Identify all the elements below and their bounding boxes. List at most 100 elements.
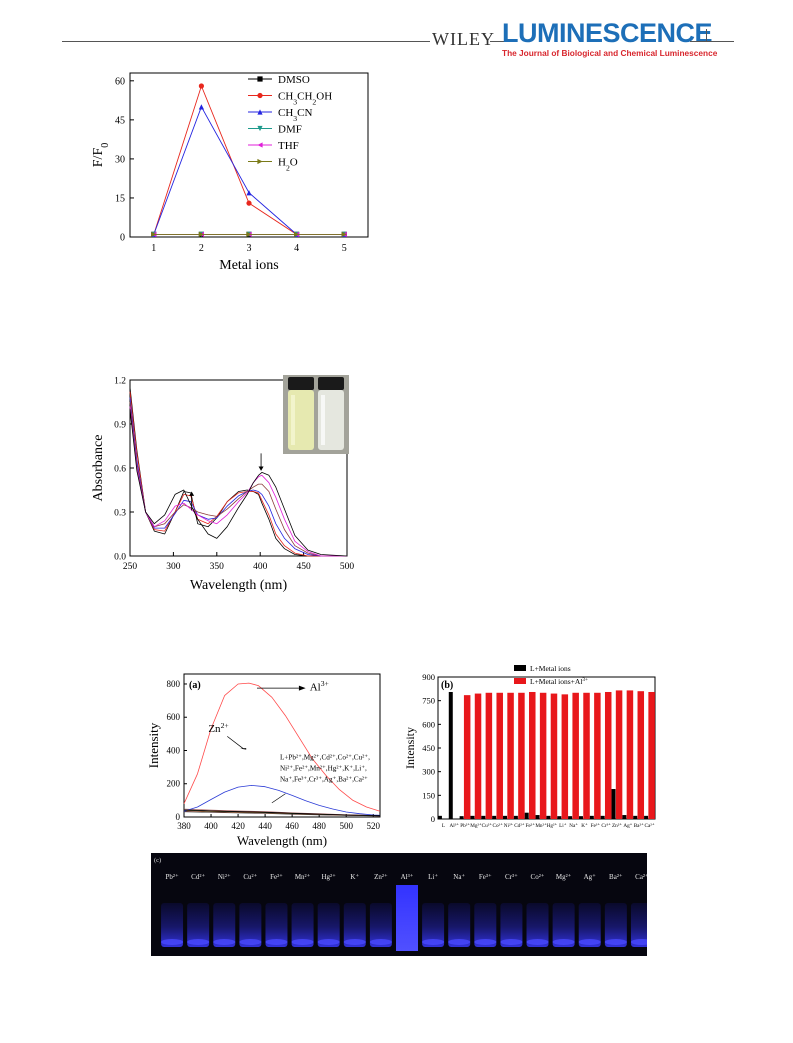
legend-marker [257,76,263,82]
vial-base-glow [239,939,262,945]
vial-label: Li⁺ [428,873,438,881]
x-tick-label: 500 [339,821,353,831]
legend-label: H2O [278,157,298,173]
vial-label: Mn²⁺ [295,873,311,881]
arrow-down-head [258,466,264,471]
emission-curve-Zn2+ [183,785,381,816]
vial-al [396,885,418,951]
x-tick-label: Fe³⁺ [591,823,601,829]
bar-al-Pb2+ [463,695,471,819]
bar-al-Ca2+ [648,691,655,819]
y-tick-label: 45 [115,115,125,126]
legend-label: CH3CN [278,107,312,123]
y-tick-label: 800 [167,679,181,689]
y-tick-label: 0 [120,233,125,244]
bar-Cu2+ [481,815,486,819]
vial-label: Ni²⁺ [218,873,231,881]
y-axis-label: Absorbance [91,435,106,502]
x-tick-label: Mn²⁺ [535,823,547,829]
bar-al-Li+ [561,694,569,819]
vial-base-glow [213,939,236,945]
bar-Al3+ [448,691,453,819]
vial-label: Pb²⁺ [165,873,178,881]
emission-curve-others [183,809,381,817]
plot-frame [183,673,381,818]
x-tick-label: 460 [285,821,299,831]
header-rule-right [690,41,734,42]
x-axis-label: Metal ions [219,258,279,273]
legend-label: L+Metal ions [530,664,571,673]
selectivity-bar-chart: 0 150 300 450 600 750 900 Intensity (b) L Al³⁺ Pb²⁺… [403,664,656,829]
vial-label: Fe²⁺ [270,873,283,881]
x-tick-label: Ag⁺ [623,823,632,829]
vial [265,903,288,947]
x-tick-label: 500 [340,562,355,572]
x-tick-label: Li⁺ [559,823,567,829]
y-tick-label: 900 [422,672,435,682]
series-CH3CN: CH3CN [151,104,347,237]
panel-label: (c) [154,857,161,864]
bar-Ag+ [622,815,627,819]
vial-base-glow [369,939,392,945]
y-tick-label: 150 [422,790,435,800]
bar-al-Zn2+ [615,690,623,819]
bar-al-Mn2+ [539,692,547,819]
vial-label: Na⁺ [453,873,465,881]
y-tick-label: 0.9 [114,421,126,431]
vial-base-glow [265,939,288,945]
x-tick-label: L [442,823,445,829]
vial-label: Hg²⁺ [322,873,337,881]
vial-base-glow [161,939,184,945]
vial [161,903,184,947]
vial [317,903,340,947]
zn-label: Zn2+ [208,721,228,735]
y-tick-label: 1.2 [114,377,126,387]
zn-arrow [227,736,244,750]
data-point [198,104,204,110]
data-point [151,231,157,237]
data-point [198,83,204,89]
vial-base-glow [343,939,366,945]
bar-al-Cd2+ [518,692,525,819]
bar-al-Ni2+ [507,692,514,819]
vial [422,903,445,947]
vial-base-glow [500,939,523,945]
x-tick-label: 520 [366,821,380,831]
others-label-line: L+Pb²⁺,Mg²⁺,Cd²⁺,Co²⁺,Cu²⁺, [280,754,370,762]
bar-Hg2+ [546,815,551,819]
x-tick-label: Mg²⁺ [470,823,482,829]
absorbance-curve [129,387,347,557]
y-tick-label: 0.6 [114,465,126,475]
vial-base-glow [291,939,314,945]
x-tick-label: Cd²⁺ [514,823,525,829]
legend-label: L+Metal ions+Al3+ [530,677,588,686]
legend-marker [257,125,263,132]
bar-Pb2+ [459,816,464,819]
absorbance-curve [129,391,347,557]
vial-label: Cr³⁺ [505,873,518,881]
vial-label: K⁺ [350,873,359,881]
others-label-line: Na⁺,Fe³⁺,Cr³⁺,Ag⁺,Ba²⁺,Ca²⁺ [280,776,368,784]
vial-label: Mg²⁺ [556,873,572,881]
bar-al-Fe2+ [529,691,536,819]
plot-frame [437,676,656,820]
emission-chart: 380 400 420 440 460 480 500 520 0 200 400 600 800 Wav… [146,673,381,848]
vial-base-glow [474,939,497,945]
data-point [246,200,252,206]
bar-Na+ [568,816,573,819]
bar-Ca2+ [644,815,649,819]
x-tick-label: 380 [177,821,191,831]
bar-al-Hg2+ [550,693,558,819]
x-tick-label: 450 [296,562,311,572]
vial [552,903,575,947]
series-CH3CH2OH: CH3CH2OH [151,83,347,237]
bar-al-Cu2+ [485,692,493,819]
bar-al-Cr3+ [604,691,612,819]
legend-label: THF [278,140,299,152]
x-tick-label: 300 [166,562,181,572]
legend-marker [257,92,263,99]
y-tick-label: 0 [431,814,435,824]
data-point [246,231,252,237]
y-axis-label: Intensity [146,722,161,768]
bar-Cd2+ [513,815,518,819]
